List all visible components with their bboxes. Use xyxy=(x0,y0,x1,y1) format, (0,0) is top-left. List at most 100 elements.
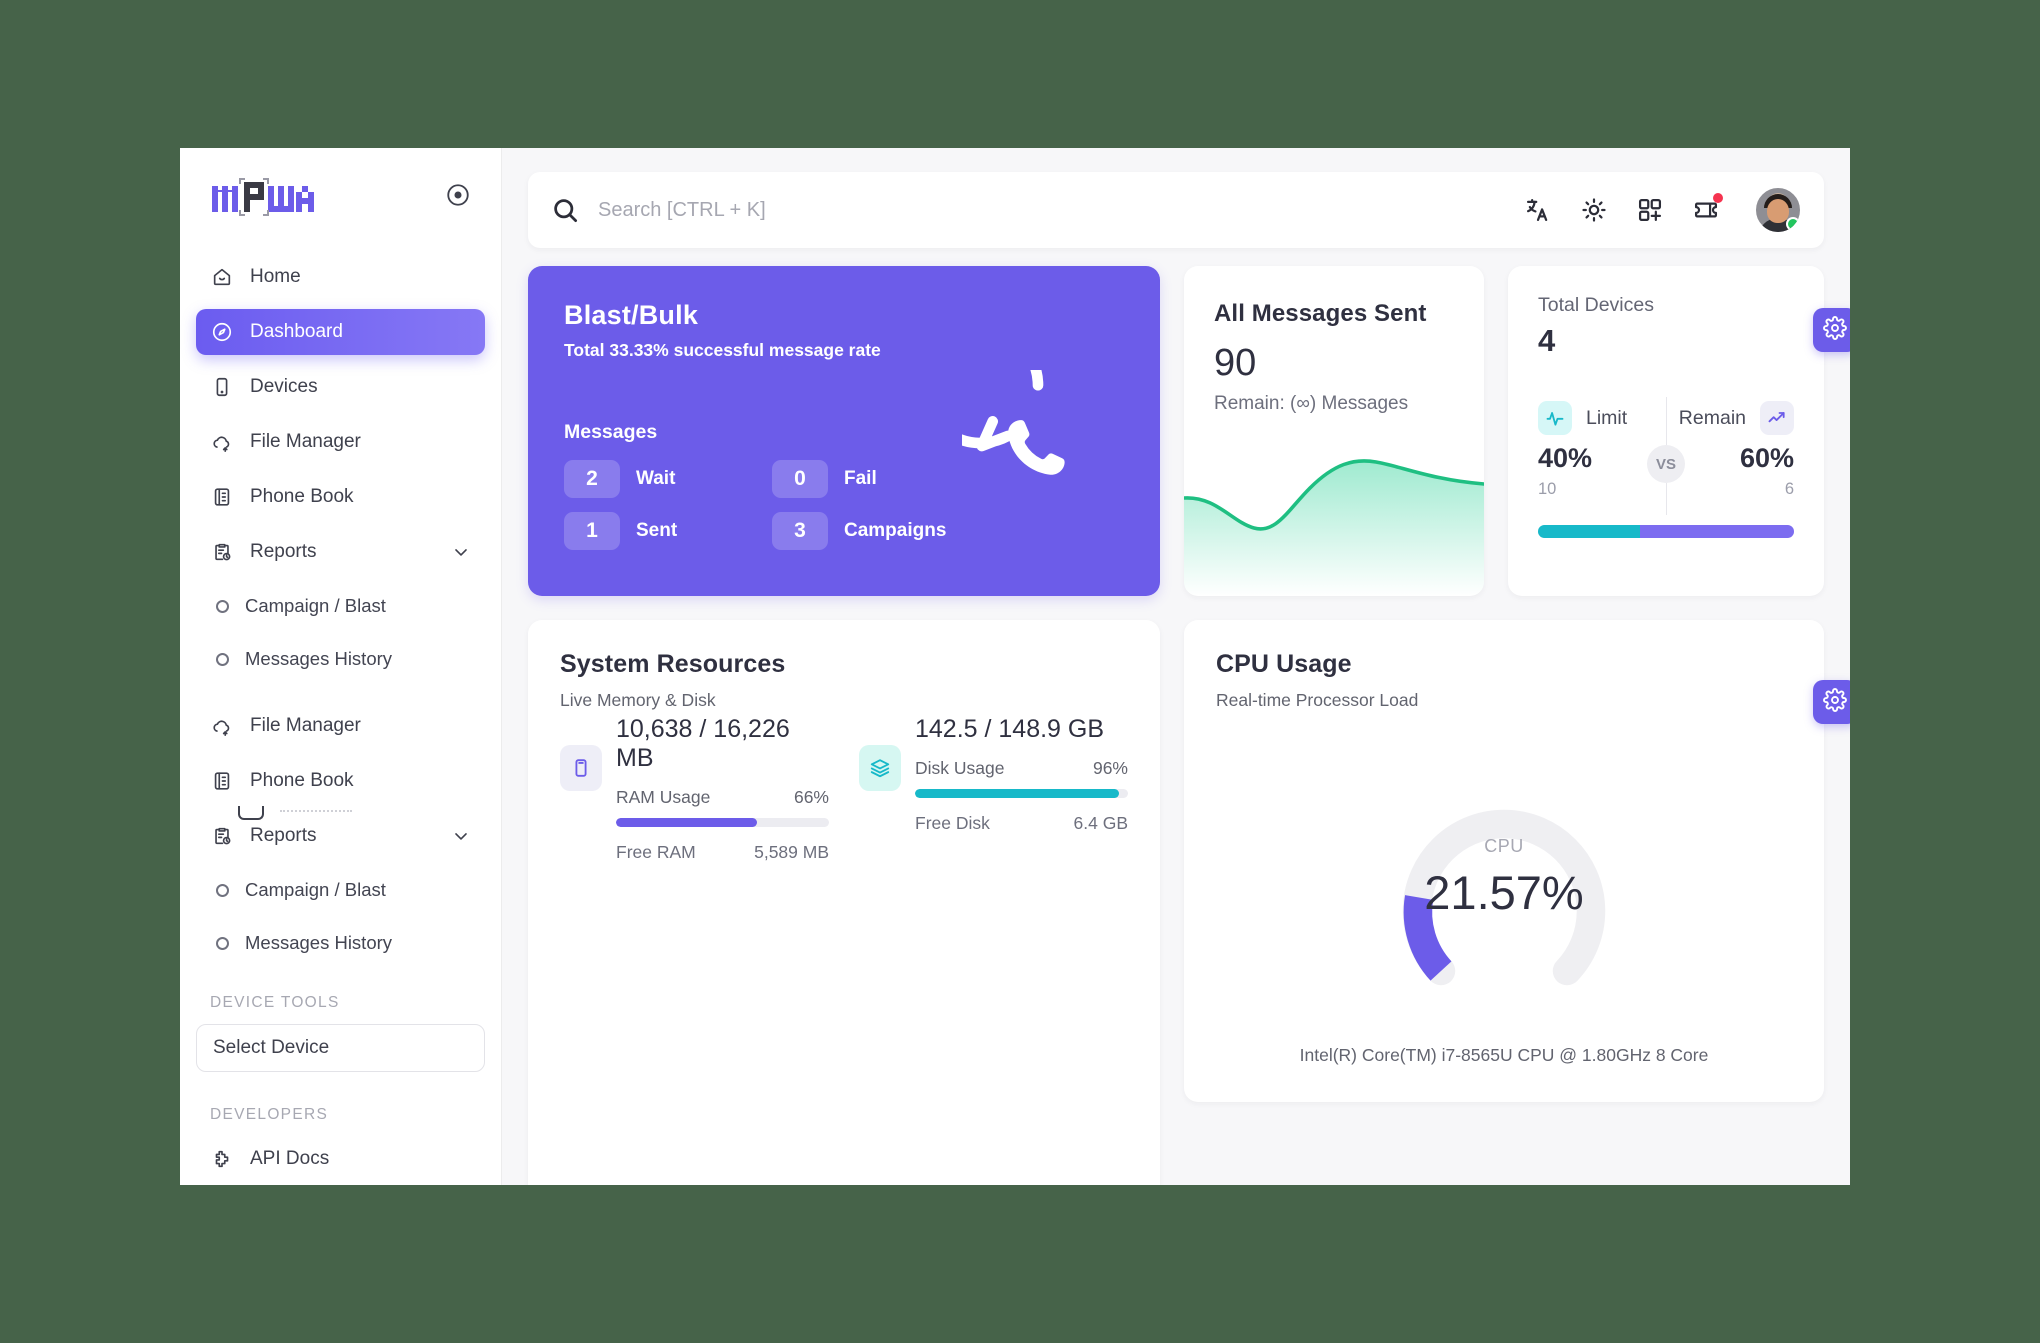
sidebar-item-label: Reports xyxy=(250,541,317,562)
ram-label: RAM Usage xyxy=(616,787,711,807)
sidebar-item-label: Messages History xyxy=(245,932,393,953)
address-book-icon xyxy=(210,485,234,509)
free-disk-value: 6.4 GB xyxy=(1073,813,1128,833)
app-window: Home Dashboard Devices File Manager xyxy=(180,148,1850,1185)
memory-chip-icon xyxy=(560,745,602,791)
blast-stat-sent: 1 Sent xyxy=(564,512,756,550)
devices-limit-label: Limit xyxy=(1586,406,1628,429)
sidebar-item-phone-book-2[interactable]: Phone Book xyxy=(196,758,485,804)
sidebar-item-file-manager-2[interactable]: File Manager xyxy=(196,703,485,749)
notification-badge xyxy=(1713,193,1723,203)
total-devices-card: Total Devices 4 Limit Remain xyxy=(1508,266,1850,596)
chevron-down-icon[interactable] xyxy=(451,826,471,846)
sidebar-item-label: Devices xyxy=(250,376,318,397)
dashboard-content: Blast/Bulk Total 33.33% successful messa… xyxy=(502,248,1850,1185)
target-circle-icon[interactable] xyxy=(445,182,471,213)
sidebar-item-label: Phone Book xyxy=(250,486,354,507)
sun-brightness-icon[interactable] xyxy=(1580,196,1608,224)
system-resources-subtitle: Live Memory & Disk xyxy=(560,690,716,710)
sidebar-item-messages-history-2[interactable]: Messages History xyxy=(196,921,485,965)
free-ram-label: Free RAM xyxy=(616,842,696,862)
mobile-phone-icon xyxy=(210,375,234,399)
sidebar-item-label: Home xyxy=(250,266,301,287)
sidebar-item-reports[interactable]: Reports xyxy=(196,529,485,575)
chevron-down-icon[interactable] xyxy=(451,542,471,562)
circle-dot-icon xyxy=(216,883,229,897)
sidebar-item-label: File Manager xyxy=(250,715,361,736)
section-label-device-tools: DEVICE TOOLS xyxy=(210,994,340,1011)
messages-sent-sparkline xyxy=(1184,436,1484,596)
stat-value: 0 xyxy=(772,460,828,498)
devices-progress-bar xyxy=(1538,525,1794,538)
sidebar-item-devices[interactable]: Devices xyxy=(196,364,485,410)
translate-icon[interactable] xyxy=(1524,196,1552,224)
ram-progress-bar xyxy=(616,818,829,827)
sidebar-item-campaign-blast[interactable]: Campaign / Blast xyxy=(196,584,485,628)
api-docs-icon xyxy=(210,1147,234,1171)
cpu-gauge-label: CPU xyxy=(1484,836,1524,856)
sidebar: Home Dashboard Devices File Manager xyxy=(180,148,502,1185)
sidebar-item-file-manager[interactable]: File Manager xyxy=(196,419,485,465)
address-book-icon xyxy=(210,769,234,793)
stat-value: 3 xyxy=(772,512,828,550)
messages-sent-title: All Messages Sent xyxy=(1214,300,1427,327)
devices-limit-col: Limit xyxy=(1538,401,1666,435)
section-label-developers: DEVELOPERS xyxy=(210,1106,329,1123)
blast-stats: 2 Wait 0 Fail 1 Sent 3 C xyxy=(564,460,964,550)
ram-amount: 10,638 / 16,226 MB xyxy=(616,715,790,772)
app-logo[interactable] xyxy=(210,176,314,218)
cpu-settings-gear-button[interactable] xyxy=(1813,680,1850,724)
disk-label: Disk Usage xyxy=(915,758,1005,778)
cpu-gauge-arc xyxy=(1402,809,1606,986)
dashboard-row-2: System Resources Live Memory & Disk 10,6… xyxy=(528,620,1850,1185)
devices-settings-gear-button[interactable] xyxy=(1813,308,1850,352)
blast-bulk-card: Blast/Bulk Total 33.33% successful messa… xyxy=(528,266,1160,596)
devices-count: 4 xyxy=(1538,323,1556,358)
sidebar-item-label: Dashboard xyxy=(250,321,343,342)
sidebar-header xyxy=(180,148,501,228)
ram-pct: 66% xyxy=(793,787,829,807)
apps-add-icon[interactable] xyxy=(1636,196,1664,224)
sidebar-item-campaign-blast-2[interactable]: Campaign / Blast xyxy=(196,868,485,912)
sidebar-item-home[interactable]: Home xyxy=(196,254,485,300)
sidebar-item-phone-book[interactable]: Phone Book xyxy=(196,474,485,520)
sidebar-item-label: Messages History xyxy=(245,648,393,669)
sidebar-item-dashboard[interactable]: Dashboard xyxy=(196,309,485,355)
pulse-activity-icon xyxy=(1538,401,1572,435)
stat-label: Fail xyxy=(844,468,877,489)
main-area: Blast/Bulk Total 33.33% successful messa… xyxy=(502,148,1850,1185)
sidebar-item-api-docs[interactable]: API Docs xyxy=(196,1136,485,1182)
sidebar-item-label: Campaign / Blast xyxy=(245,595,386,616)
stat-label: Sent xyxy=(636,520,678,541)
sidebar-item-label: Reports xyxy=(250,825,317,846)
resources-grid: 10,638 / 16,226 MB RAM Usage 66% Free RA… xyxy=(560,715,1128,863)
select-device-dropdown[interactable]: Select Device xyxy=(196,1024,485,1072)
circle-dot-icon xyxy=(216,936,229,950)
avatar[interactable] xyxy=(1754,186,1802,234)
search-bar[interactable] xyxy=(528,172,1824,248)
devices-legend-row: Limit Remain xyxy=(1538,397,1794,515)
sidebar-item-label: Campaign / Blast xyxy=(245,879,386,900)
stat-label: Campaigns xyxy=(844,520,947,541)
messages-sent-remain: Remain: (∞) Messages xyxy=(1214,393,1409,414)
sidebar-item-messages-history[interactable]: Messages History xyxy=(196,637,485,681)
clipboard-clock-icon xyxy=(210,824,234,848)
blast-title: Blast/Bulk xyxy=(564,300,699,330)
stat-label: Wait xyxy=(636,468,676,489)
search-input[interactable] xyxy=(598,198,1504,222)
free-ram-value: 5,589 MB xyxy=(754,842,829,862)
status-badge xyxy=(1786,217,1800,231)
clipboard-clock-icon xyxy=(210,540,234,564)
ticket-icon[interactable] xyxy=(1692,193,1723,224)
cpu-gauge: CPU 21.57% xyxy=(1216,711,1792,1045)
cpu-percent: 21.57% xyxy=(1424,866,1584,919)
sidebar-item-label: Phone Book xyxy=(250,770,354,791)
blast-stat-fail: 0 Fail xyxy=(772,460,964,498)
blast-subtitle: Total 33.33% successful message rate xyxy=(564,340,881,360)
sidebar-item-reports-2[interactable]: Reports xyxy=(196,813,485,859)
disk-progress-bar xyxy=(915,789,1128,798)
vs-badge: VS xyxy=(1647,445,1685,483)
dashboard-row-1: Blast/Bulk Total 33.33% successful messa… xyxy=(528,266,1850,596)
stat-value: 1 xyxy=(564,512,620,550)
sidebar-item-label: File Manager xyxy=(250,431,361,452)
